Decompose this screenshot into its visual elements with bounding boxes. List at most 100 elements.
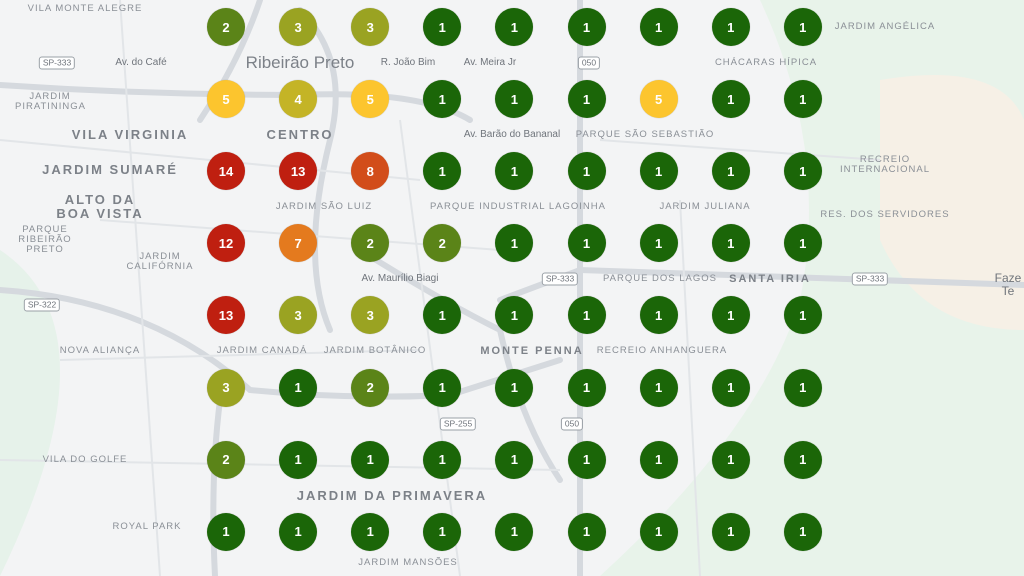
cluster-marker[interactable]: 5 xyxy=(207,80,245,119)
cluster-marker[interactable]: 1 xyxy=(639,368,678,407)
place-label: Jardim Mansões xyxy=(358,557,458,568)
cluster-marker[interactable]: 3 xyxy=(351,296,390,335)
cluster-marker[interactable]: 4 xyxy=(279,80,318,119)
cluster-marker[interactable]: 7 xyxy=(279,224,318,263)
cluster-marker[interactable]: 1 xyxy=(495,8,534,46)
cluster-marker[interactable]: 1 xyxy=(639,152,678,191)
place-label: Parque Industrial Lagoinha xyxy=(430,201,606,212)
cluster-marker[interactable]: 1 xyxy=(783,440,822,479)
road-label: Av. do Café xyxy=(115,57,167,68)
place-label: Royal Park xyxy=(112,521,182,532)
cluster-marker[interactable]: 1 xyxy=(495,440,534,479)
cluster-marker[interactable]: 1 xyxy=(711,512,750,551)
cluster-marker[interactable]: 1 xyxy=(783,152,822,191)
road-shield: SP-322 xyxy=(23,298,61,312)
cluster-marker[interactable]: 1 xyxy=(495,152,534,191)
road-label: R. João Bim xyxy=(380,57,436,68)
cluster-marker[interactable]: 1 xyxy=(783,368,822,407)
cluster-marker[interactable]: 1 xyxy=(495,80,534,119)
cluster-marker[interactable]: 2 xyxy=(207,8,245,46)
cluster-marker[interactable]: 1 xyxy=(351,440,390,479)
cluster-marker[interactable]: 1 xyxy=(711,440,750,479)
road-label: Av. Meira Jr xyxy=(463,57,517,68)
cluster-marker[interactable]: 3 xyxy=(207,368,245,407)
road-shield: SP-333 xyxy=(38,56,76,70)
road-shield: SP-333 xyxy=(541,272,579,286)
road-label: Av. Barão do Bananal xyxy=(463,129,561,140)
cluster-marker[interactable]: 1 xyxy=(567,296,606,335)
cluster-marker[interactable]: 1 xyxy=(567,80,606,119)
cluster-marker[interactable]: 1 xyxy=(639,440,678,479)
cluster-marker[interactable]: 1 xyxy=(423,152,462,191)
cluster-marker[interactable]: 1 xyxy=(639,296,678,335)
cluster-marker[interactable]: 1 xyxy=(423,8,462,46)
road-shield: 050 xyxy=(560,417,584,431)
cluster-marker[interactable]: 2 xyxy=(351,224,390,263)
place-label: Jardim São Luiz xyxy=(275,201,373,212)
road-shield: SP-255 xyxy=(439,417,477,431)
cluster-marker[interactable]: 1 xyxy=(495,296,534,335)
cluster-marker[interactable]: 1 xyxy=(783,80,822,119)
place-label: Centro xyxy=(266,127,334,142)
place-label: Vila do Golfe xyxy=(42,454,128,465)
place-label: Ribeirão Preto xyxy=(245,53,355,72)
place-label: Nova Aliança xyxy=(59,345,141,356)
place-label: Faze Te xyxy=(994,271,1022,298)
place-label: Alto da Boa Vista xyxy=(56,192,144,221)
cluster-marker[interactable]: 1 xyxy=(711,8,750,46)
cluster-marker[interactable]: 1 xyxy=(711,152,750,191)
place-label: Parque dos Lagos xyxy=(602,273,718,284)
cluster-marker[interactable]: 1 xyxy=(495,512,534,551)
cluster-marker[interactable]: 1 xyxy=(351,512,390,551)
cluster-marker[interactable]: 5 xyxy=(639,80,678,119)
cluster-marker[interactable]: 1 xyxy=(495,368,534,407)
cluster-marker[interactable]: 1 xyxy=(423,512,462,551)
place-label: Jardim Piratininga xyxy=(15,91,86,112)
road-label: Av. Maurílio Biagi xyxy=(361,273,439,284)
cluster-marker[interactable]: 1 xyxy=(783,512,822,551)
place-label: Jardim Sumaré xyxy=(42,162,178,177)
cluster-marker[interactable]: 1 xyxy=(639,8,678,46)
cluster-marker[interactable]: 1 xyxy=(207,512,245,551)
cluster-marker[interactable]: 1 xyxy=(423,440,462,479)
cluster-marker[interactable]: 1 xyxy=(279,440,318,479)
cluster-marker[interactable]: 13 xyxy=(207,296,245,335)
cluster-marker[interactable]: 1 xyxy=(567,440,606,479)
cluster-marker[interactable]: 5 xyxy=(351,80,390,119)
place-label: Vila Monte Alegre xyxy=(27,3,143,14)
cluster-marker[interactable]: 14 xyxy=(207,152,245,191)
cluster-marker[interactable]: 1 xyxy=(423,296,462,335)
cluster-marker[interactable]: 1 xyxy=(639,512,678,551)
cluster-marker[interactable]: 3 xyxy=(351,8,390,46)
cluster-marker[interactable]: 1 xyxy=(783,224,822,263)
cluster-marker[interactable]: 2 xyxy=(207,440,245,479)
cluster-marker[interactable]: 3 xyxy=(279,296,318,335)
road-shield: SP-333 xyxy=(851,272,889,286)
cluster-marker[interactable]: 1 xyxy=(495,224,534,263)
cluster-marker[interactable]: 3 xyxy=(279,8,318,46)
cluster-marker[interactable]: 1 xyxy=(783,8,822,46)
cluster-marker[interactable]: 1 xyxy=(711,80,750,119)
place-label: Santa Iria xyxy=(729,273,811,285)
cluster-marker[interactable]: 2 xyxy=(423,224,462,263)
cluster-marker[interactable]: 1 xyxy=(711,368,750,407)
cluster-marker[interactable]: 1 xyxy=(711,296,750,335)
cluster-marker[interactable]: 1 xyxy=(783,296,822,335)
cluster-marker[interactable]: 1 xyxy=(639,224,678,263)
cluster-marker[interactable]: 2 xyxy=(351,368,390,407)
cluster-marker[interactable]: 1 xyxy=(567,512,606,551)
place-label: Monte Penna xyxy=(480,345,584,357)
cluster-marker[interactable]: 12 xyxy=(207,224,245,263)
cluster-marker[interactable]: 1 xyxy=(711,224,750,263)
cluster-marker[interactable]: 1 xyxy=(567,8,606,46)
cluster-marker[interactable]: 1 xyxy=(567,224,606,263)
cluster-marker[interactable]: 1 xyxy=(423,80,462,119)
cluster-marker[interactable]: 13 xyxy=(279,152,318,191)
cluster-marker[interactable]: 1 xyxy=(567,368,606,407)
cluster-marker[interactable]: 1 xyxy=(567,152,606,191)
cluster-marker[interactable]: 1 xyxy=(279,512,318,551)
cluster-marker[interactable]: 8 xyxy=(351,152,390,191)
cluster-marker[interactable]: 1 xyxy=(423,368,462,407)
cluster-marker[interactable]: 1 xyxy=(279,368,318,407)
